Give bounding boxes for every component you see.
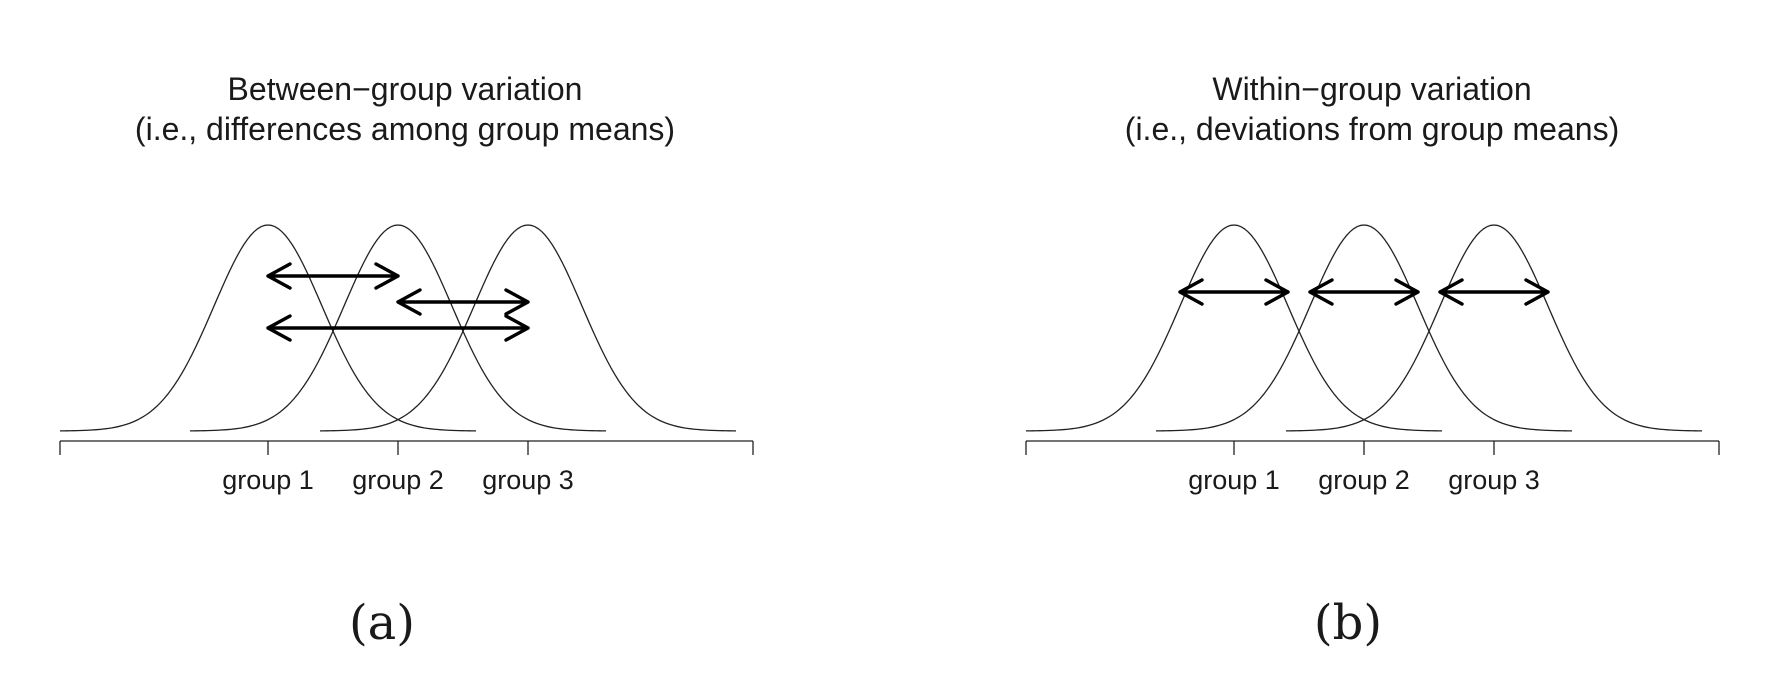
panel-a-caption: (a) <box>349 595 415 651</box>
panel-b-title-line1: Within−group variation <box>1212 71 1531 107</box>
tick-label-group-2: group 2 <box>352 465 444 495</box>
group-2-distribution-curve <box>189 224 607 432</box>
x-axis <box>59 440 754 455</box>
arrow-within-group-3 <box>1438 278 1550 306</box>
tick-label-group-1: group 1 <box>1188 465 1280 495</box>
x-axis <box>1025 440 1720 455</box>
group-2-distribution-curve <box>1155 224 1573 432</box>
tick-label-group-3: group 3 <box>482 465 574 495</box>
panel-a: Between−group variation (i.e., differenc… <box>59 71 754 651</box>
arrow-within-group-1 <box>1178 278 1290 306</box>
panel-b: Within−group variation (i.e., deviations… <box>1025 71 1720 651</box>
tick-label-group-1: group 1 <box>222 465 314 495</box>
panel-b-caption: (b) <box>1314 595 1382 651</box>
panel-b-title-line2: (i.e., deviations from group means) <box>1125 111 1619 147</box>
panel-a-title-line1: Between−group variation <box>228 71 583 107</box>
panel-a-title-line2: (i.e., differences among group means) <box>135 111 675 147</box>
group-3-distribution-curve <box>319 224 737 432</box>
group-1-distribution-curve <box>59 224 477 432</box>
arrow-within-group-2 <box>1308 278 1420 306</box>
arrow-group1-to-group2 <box>266 262 400 290</box>
arrow-group2-to-group3 <box>396 288 530 316</box>
group-1-distribution-curve <box>1025 224 1443 432</box>
tick-label-group-3: group 3 <box>1448 465 1540 495</box>
arrow-group1-to-group3 <box>266 314 530 342</box>
group-3-distribution-curve <box>1285 224 1703 432</box>
tick-label-group-2: group 2 <box>1318 465 1410 495</box>
